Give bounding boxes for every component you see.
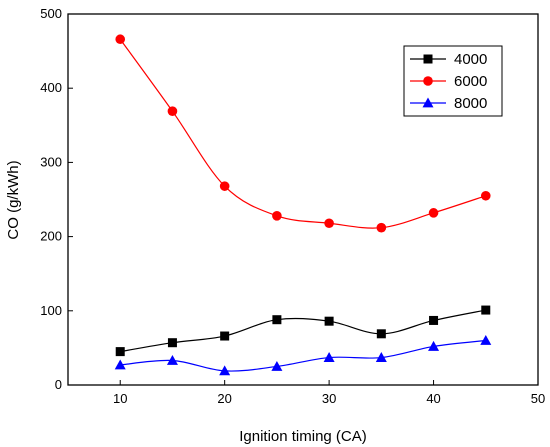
x-tick-label: 20: [217, 391, 231, 406]
data-point: [114, 359, 126, 370]
series-layer: [114, 34, 492, 376]
data-point: [166, 355, 178, 365]
data-point: [220, 331, 230, 341]
series-6000: [115, 34, 491, 233]
y-axis-title: CO (g/kWh): [5, 160, 22, 239]
data-point: [272, 315, 282, 325]
plot-frame: [67, 13, 539, 386]
data-point: [480, 334, 492, 345]
x-tick-label: 30: [322, 391, 336, 406]
data-point: [375, 352, 387, 362]
data-point: [376, 222, 387, 233]
data-point: [271, 360, 283, 371]
y-tick-label: 400: [40, 80, 62, 95]
x-axis-title: Ignition timing (CA): [239, 428, 367, 445]
data-point: [272, 211, 282, 221]
x-tick-label: 40: [426, 391, 440, 406]
data-point: [428, 208, 439, 218]
y-tick-label: 0: [55, 377, 62, 392]
data-point: [481, 305, 491, 315]
y-tick-label: 500: [40, 6, 62, 21]
data-point: [115, 347, 125, 357]
x-tick-label: 50: [531, 391, 545, 406]
legend: 4000 6000 8000: [403, 45, 503, 117]
legend-label: 4000: [454, 51, 487, 68]
y-tick-label: 200: [40, 229, 62, 244]
data-point: [480, 190, 491, 201]
legend-marker: [422, 97, 434, 108]
data-point: [376, 329, 386, 339]
legend-item: 4000: [410, 51, 487, 68]
legend-marker: [423, 76, 433, 86]
data-point: [323, 352, 335, 362]
series-line: [120, 339, 486, 372]
data-point: [219, 365, 231, 376]
data-point: [428, 340, 440, 351]
x-tick-label: 10: [113, 391, 127, 406]
data-point: [429, 315, 439, 325]
series-4000: [115, 305, 491, 357]
y-tick-label: 100: [40, 303, 62, 318]
data-point: [324, 218, 334, 229]
legend-marker: [423, 54, 433, 64]
legend-label: 8000: [454, 95, 487, 112]
y-tick-label: 300: [40, 154, 62, 169]
legend-item: 8000: [410, 95, 487, 112]
legend-label: 6000: [454, 73, 487, 90]
data-point: [167, 338, 177, 348]
data-point: [219, 181, 230, 191]
series-8000: [114, 334, 492, 376]
data-point: [167, 106, 178, 117]
data-point: [324, 316, 334, 326]
legend-item: 6000: [410, 73, 487, 90]
data-point: [115, 34, 126, 45]
